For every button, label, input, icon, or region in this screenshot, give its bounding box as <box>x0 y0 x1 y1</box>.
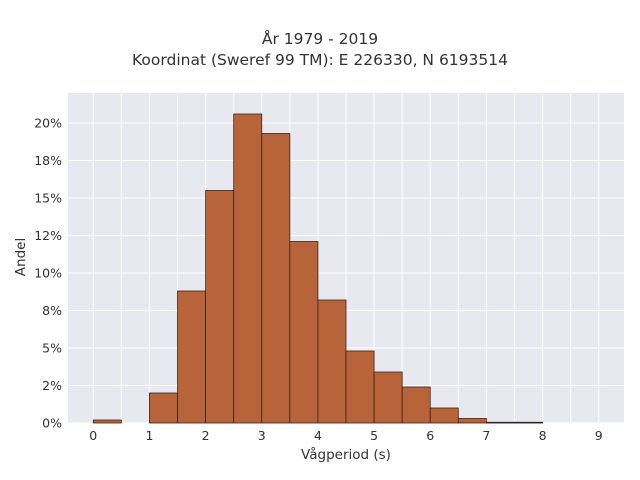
histogram-bar <box>486 421 515 424</box>
histogram-bar <box>149 392 178 424</box>
histogram-bar <box>514 421 543 424</box>
histogram-bar <box>429 407 459 424</box>
x-tick-label: 1 <box>145 428 153 443</box>
x-tick-label: 5 <box>370 428 378 443</box>
y-axis-label: Andel <box>13 237 29 277</box>
histogram-bar <box>317 299 347 424</box>
y-tick-label: 18% <box>34 153 62 168</box>
y-tick-label: 15% <box>34 191 62 206</box>
histogram-bar <box>261 133 291 424</box>
y-tick-label: 10% <box>34 266 62 281</box>
histogram-bar <box>373 371 403 424</box>
y-tick-label: 2% <box>42 378 62 393</box>
x-tick-label: 2 <box>202 428 210 443</box>
chart-title-line-1: År 1979 - 2019 <box>261 30 379 48</box>
histogram-bar <box>401 386 431 424</box>
y-tick-label: 8% <box>42 303 62 318</box>
x-axis-ticks: 0 1 2 3 4 5 6 7 8 9 <box>89 428 602 443</box>
x-axis-label: Vågperiod (s) <box>301 447 391 463</box>
y-tick-label: 5% <box>42 341 62 356</box>
histogram-bar <box>345 350 375 424</box>
histogram-bar <box>457 418 487 424</box>
histogram-bar <box>233 113 263 424</box>
y-tick-label: 12% <box>34 228 62 243</box>
y-tick-label: 0% <box>42 416 62 431</box>
chart-title-line-2: Koordinat (Sweref 99 TM): E 226330, N 61… <box>132 51 508 69</box>
x-tick-label: 4 <box>314 428 322 443</box>
y-axis-ticks: 0% 2% 5% 8% 10% 12% 15% 18% 20% <box>34 116 62 431</box>
x-tick-label: 8 <box>539 428 547 443</box>
y-tick-label: 20% <box>34 116 62 131</box>
x-tick-label: 7 <box>482 428 490 443</box>
histogram-bar <box>177 290 206 424</box>
x-tick-label: 6 <box>426 428 434 443</box>
x-tick-label: 3 <box>258 428 266 443</box>
histogram-bars <box>92 113 543 424</box>
histogram-bar <box>92 419 122 424</box>
histogram-bar <box>205 190 235 424</box>
x-tick-label: 9 <box>595 428 603 443</box>
histogram-bar <box>289 241 319 424</box>
x-tick-label: 0 <box>89 428 97 443</box>
